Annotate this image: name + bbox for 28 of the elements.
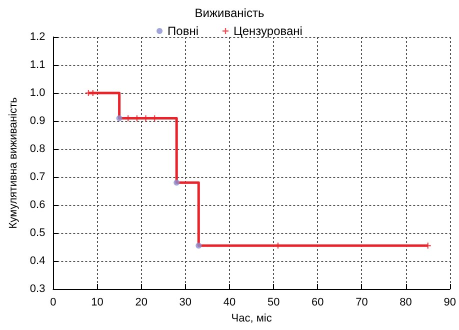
- legend-label: Повні: [168, 24, 199, 38]
- point: [196, 242, 202, 249]
- x-tick-label: 60: [312, 296, 324, 308]
- y-tick-label: 1.1: [30, 59, 46, 71]
- y-tick-label: 0.5: [30, 227, 46, 239]
- y-tick-label: 0.6: [30, 199, 46, 211]
- point: [174, 180, 180, 186]
- x-tick-label: 30: [179, 296, 192, 308]
- x-tick-label: 90: [444, 296, 456, 308]
- y-axis-title: Кумулятивна виживаність: [8, 96, 20, 229]
- y-tick-label: 1.2: [30, 31, 46, 43]
- y-tick-label: 0.8: [30, 143, 46, 155]
- y-tick-label: 0.4: [30, 255, 46, 267]
- x-tick-label: 10: [91, 296, 104, 308]
- x-tick-label: 40: [223, 296, 236, 308]
- point: [116, 115, 122, 122]
- x-tick-label: 80: [400, 296, 412, 308]
- y-tick-label: 0.3: [30, 283, 46, 295]
- legend-title: Виживаність: [194, 6, 264, 20]
- y-tick-label: 0.9: [30, 115, 46, 127]
- y-tick-label: 1.0: [30, 87, 46, 99]
- x-tick-label: 0: [50, 296, 56, 308]
- x-tick-label: 70: [356, 296, 368, 308]
- x-tick-label: 20: [135, 296, 148, 308]
- y-tick-label: 0.7: [30, 171, 46, 183]
- x-tick-label: 50: [267, 296, 280, 308]
- x-axis-title: Час, міс: [231, 312, 272, 324]
- legend-label: Цензуровані: [234, 24, 302, 38]
